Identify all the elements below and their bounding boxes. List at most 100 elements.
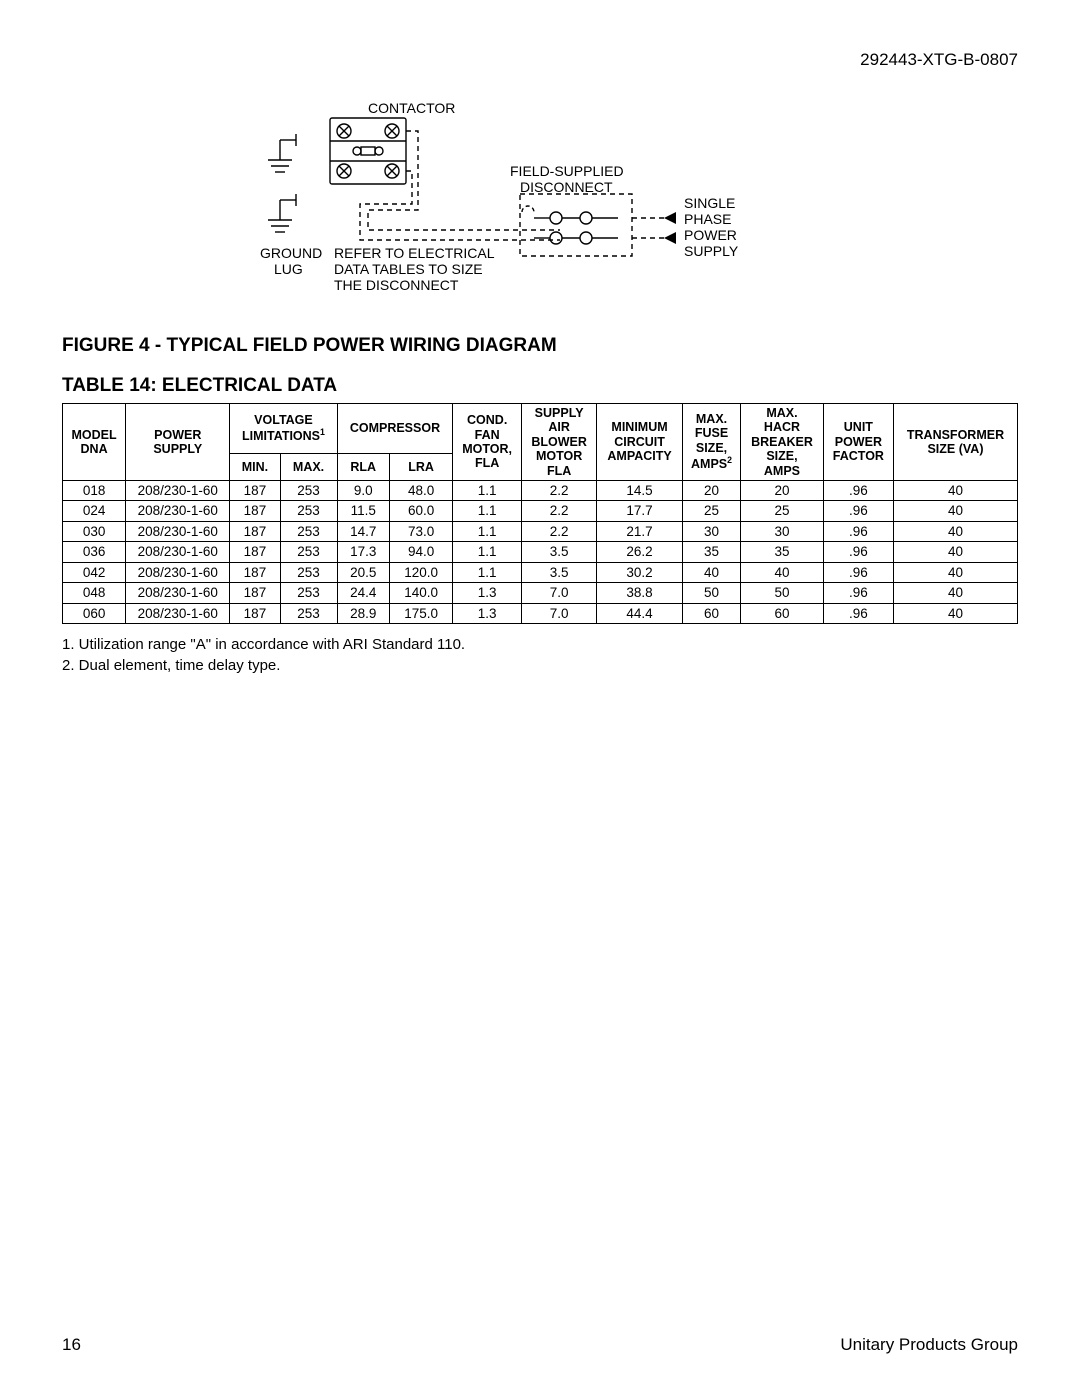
cell-blower: 2.2 xyxy=(521,521,596,542)
cell-mca: 26.2 xyxy=(597,542,683,563)
th-min: MIN. xyxy=(230,453,280,480)
cell-rla: 11.5 xyxy=(337,501,389,522)
cell-min: 187 xyxy=(230,542,280,563)
diagram-sp-3: POWER xyxy=(684,227,737,243)
cell-lra: 48.0 xyxy=(389,480,453,501)
diagram-refer-3: THE DISCONNECT xyxy=(334,277,459,293)
cell-hacr: 25 xyxy=(741,501,824,522)
cell-pf: .96 xyxy=(823,480,893,501)
th-max-fuse: MAX.FUSESIZE,AMPS2 xyxy=(682,404,740,481)
cell-max: 253 xyxy=(280,583,337,604)
cell-model: 030 xyxy=(63,521,126,542)
cell-trans: 40 xyxy=(893,542,1017,563)
cell-cond: 1.1 xyxy=(453,562,522,583)
cell-fuse: 50 xyxy=(682,583,740,604)
cell-trans: 40 xyxy=(893,603,1017,624)
cell-model: 060 xyxy=(63,603,126,624)
diagram-field-disc-1: FIELD-SUPPLIED xyxy=(510,163,624,179)
cell-hacr: 60 xyxy=(741,603,824,624)
cell-lra: 175.0 xyxy=(389,603,453,624)
cell-trans: 40 xyxy=(893,583,1017,604)
cell-ps: 208/230-1-60 xyxy=(126,603,230,624)
cell-cond: 1.1 xyxy=(453,542,522,563)
cell-rla: 20.5 xyxy=(337,562,389,583)
cell-mca: 17.7 xyxy=(597,501,683,522)
cell-ps: 208/230-1-60 xyxy=(126,480,230,501)
cell-max: 253 xyxy=(280,562,337,583)
cell-ps: 208/230-1-60 xyxy=(126,583,230,604)
cell-blower: 3.5 xyxy=(521,562,596,583)
th-max-hacr: MAX.HACRBREAKERSIZE,AMPS xyxy=(741,404,824,481)
cell-max: 253 xyxy=(280,480,337,501)
table-row: 042208/230-1-6018725320.5120.01.13.530.2… xyxy=(63,562,1018,583)
note-1: 1. Utilization range "A" in accordance w… xyxy=(62,634,1018,655)
cell-pf: .96 xyxy=(823,542,893,563)
cell-ps: 208/230-1-60 xyxy=(126,501,230,522)
diagram-sp-4: SUPPLY xyxy=(684,243,739,259)
cell-min: 187 xyxy=(230,603,280,624)
diagram-field-disc-2: DISCONNECT xyxy=(520,179,613,195)
th-supply-air: SUPPLYAIRBLOWERMOTORFLA xyxy=(521,404,596,481)
cell-cond: 1.3 xyxy=(453,583,522,604)
figure-caption: FIGURE 4 - TYPICAL FIELD POWER WIRING DI… xyxy=(62,335,1018,357)
cell-trans: 40 xyxy=(893,562,1017,583)
cell-blower: 2.2 xyxy=(521,501,596,522)
cell-rla: 24.4 xyxy=(337,583,389,604)
diagram-sp-1: SINGLE xyxy=(684,195,735,211)
cell-fuse: 30 xyxy=(682,521,740,542)
cell-fuse: 25 xyxy=(682,501,740,522)
cell-pf: .96 xyxy=(823,603,893,624)
cell-model: 042 xyxy=(63,562,126,583)
cell-rla: 28.9 xyxy=(337,603,389,624)
cell-hacr: 20 xyxy=(741,480,824,501)
table-row: 030208/230-1-6018725314.773.01.12.221.73… xyxy=(63,521,1018,542)
cell-ps: 208/230-1-60 xyxy=(126,521,230,542)
note-2: 2. Dual element, time delay type. xyxy=(62,655,1018,676)
cell-min: 187 xyxy=(230,562,280,583)
cell-pf: .96 xyxy=(823,583,893,604)
cell-fuse: 35 xyxy=(682,542,740,563)
cell-pf: .96 xyxy=(823,562,893,583)
document-number: 292443-XTG-B-0807 xyxy=(62,50,1018,70)
cell-ps: 208/230-1-60 xyxy=(126,562,230,583)
cell-rla: 9.0 xyxy=(337,480,389,501)
cell-lra: 120.0 xyxy=(389,562,453,583)
table-row: 060208/230-1-6018725328.9175.01.37.044.4… xyxy=(63,603,1018,624)
cell-blower: 7.0 xyxy=(521,583,596,604)
cell-rla: 17.3 xyxy=(337,542,389,563)
cell-lra: 94.0 xyxy=(389,542,453,563)
cell-hacr: 30 xyxy=(741,521,824,542)
cell-mca: 30.2 xyxy=(597,562,683,583)
diagram-refer-2: DATA TABLES TO SIZE xyxy=(334,261,483,277)
cell-cond: 1.1 xyxy=(453,480,522,501)
table-row: 036208/230-1-6018725317.394.01.13.526.23… xyxy=(63,542,1018,563)
electrical-data-table: MODELDNA POWERSUPPLY VOLTAGELIMITATIONS1… xyxy=(62,403,1018,624)
cell-trans: 40 xyxy=(893,521,1017,542)
cell-max: 253 xyxy=(280,603,337,624)
cell-lra: 73.0 xyxy=(389,521,453,542)
table-notes: 1. Utilization range "A" in accordance w… xyxy=(62,634,1018,676)
cell-min: 187 xyxy=(230,501,280,522)
cell-cond: 1.1 xyxy=(453,501,522,522)
cell-trans: 40 xyxy=(893,501,1017,522)
cell-fuse: 20 xyxy=(682,480,740,501)
cell-min: 187 xyxy=(230,521,280,542)
cell-lra: 60.0 xyxy=(389,501,453,522)
cell-fuse: 40 xyxy=(682,562,740,583)
table-caption: TABLE 14: ELECTRICAL DATA xyxy=(62,375,1018,397)
table-row: 048208/230-1-6018725324.4140.01.37.038.8… xyxy=(63,583,1018,604)
cell-pf: .96 xyxy=(823,521,893,542)
th-rla: RLA xyxy=(337,453,389,480)
cell-mca: 38.8 xyxy=(597,583,683,604)
cell-cond: 1.3 xyxy=(453,603,522,624)
cell-hacr: 40 xyxy=(741,562,824,583)
table-row: 018208/230-1-601872539.048.01.12.214.520… xyxy=(63,480,1018,501)
cell-model: 048 xyxy=(63,583,126,604)
diagram-sp-2: PHASE xyxy=(684,211,731,227)
cell-blower: 2.2 xyxy=(521,480,596,501)
cell-mca: 14.5 xyxy=(597,480,683,501)
cell-min: 187 xyxy=(230,480,280,501)
cell-blower: 3.5 xyxy=(521,542,596,563)
cell-cond: 1.1 xyxy=(453,521,522,542)
table-row: 024208/230-1-6018725311.560.01.12.217.72… xyxy=(63,501,1018,522)
